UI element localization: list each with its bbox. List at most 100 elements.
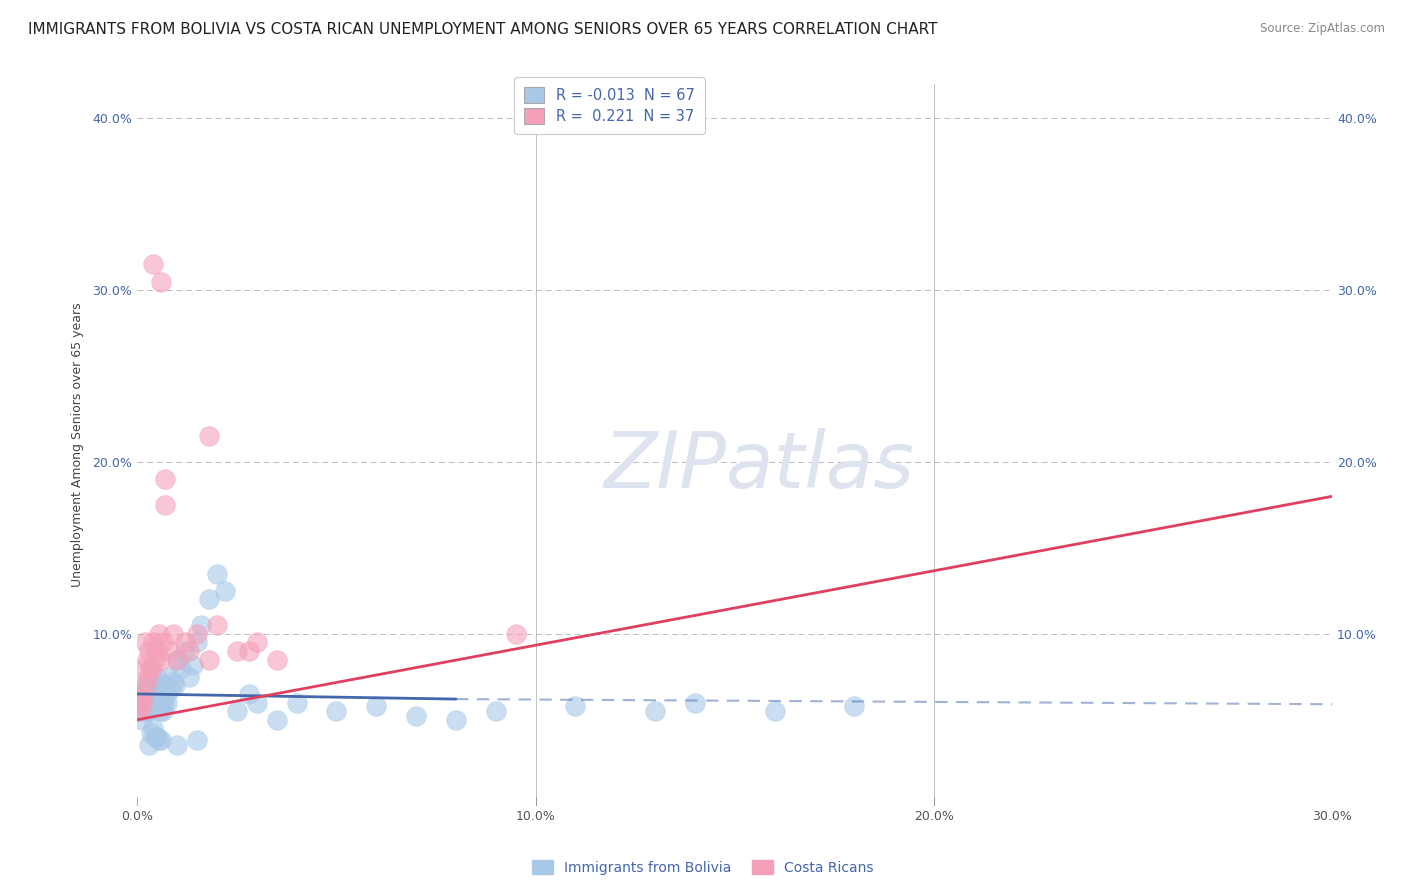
Point xyxy=(844,698,866,713)
Point xyxy=(150,733,173,747)
Point xyxy=(143,730,166,744)
Point xyxy=(186,635,208,649)
Point xyxy=(246,635,269,649)
Point xyxy=(153,498,176,512)
Point xyxy=(150,696,173,710)
Point xyxy=(146,670,169,684)
Point xyxy=(141,661,163,675)
Point xyxy=(149,704,172,718)
Point xyxy=(134,698,156,713)
Point xyxy=(198,652,221,666)
Point xyxy=(166,652,188,666)
Point xyxy=(132,696,155,710)
Point xyxy=(145,687,167,701)
Point xyxy=(325,704,347,718)
Point xyxy=(405,709,427,723)
Point xyxy=(148,733,170,747)
Point xyxy=(166,739,188,753)
Point xyxy=(177,644,200,658)
Point xyxy=(143,696,166,710)
Point xyxy=(246,696,269,710)
Point xyxy=(238,687,260,701)
Point xyxy=(134,635,156,649)
Point xyxy=(505,627,527,641)
Point xyxy=(177,670,200,684)
Point xyxy=(238,644,260,658)
Point xyxy=(186,627,208,641)
Point xyxy=(205,566,228,581)
Point xyxy=(485,704,508,718)
Point xyxy=(138,704,160,718)
Point xyxy=(131,698,153,713)
Point xyxy=(266,652,288,666)
Point xyxy=(198,429,221,443)
Point xyxy=(148,678,170,692)
Y-axis label: Unemployment Among Seniors over 65 years: Unemployment Among Seniors over 65 years xyxy=(72,302,84,587)
Point xyxy=(142,635,165,649)
Point xyxy=(138,644,160,658)
Point xyxy=(146,681,169,696)
Point xyxy=(141,687,163,701)
Point xyxy=(150,275,173,289)
Text: ZIPatlas: ZIPatlas xyxy=(603,428,914,504)
Point xyxy=(186,733,208,747)
Text: Source: ZipAtlas.com: Source: ZipAtlas.com xyxy=(1260,22,1385,36)
Point xyxy=(128,704,150,718)
Point xyxy=(152,704,174,718)
Point xyxy=(156,696,179,710)
Point xyxy=(162,627,184,641)
Point xyxy=(205,618,228,632)
Point xyxy=(143,674,166,689)
Point xyxy=(155,687,177,701)
Point xyxy=(146,644,169,658)
Point xyxy=(138,739,160,753)
Text: IMMIGRANTS FROM BOLIVIA VS COSTA RICAN UNEMPLOYMENT AMONG SENIORS OVER 65 YEARS : IMMIGRANTS FROM BOLIVIA VS COSTA RICAN U… xyxy=(28,22,938,37)
Point xyxy=(214,583,236,598)
Point xyxy=(150,687,173,701)
Point xyxy=(225,704,247,718)
Point xyxy=(444,713,467,727)
Point xyxy=(366,698,388,713)
Point xyxy=(165,678,187,692)
Point xyxy=(136,652,159,666)
Point xyxy=(134,704,156,718)
Point xyxy=(129,704,152,718)
Point xyxy=(141,726,163,740)
Point xyxy=(763,704,786,718)
Point xyxy=(181,657,204,672)
Point xyxy=(266,713,288,727)
Point xyxy=(142,257,165,271)
Point xyxy=(150,652,173,666)
Point xyxy=(142,681,165,696)
Point xyxy=(138,678,160,692)
Point xyxy=(131,713,153,727)
Point xyxy=(170,661,193,675)
Point xyxy=(153,696,176,710)
Point xyxy=(129,696,152,710)
Point xyxy=(129,687,152,701)
Point xyxy=(152,635,174,649)
Legend: R = -0.013  N = 67, R =  0.221  N = 37: R = -0.013 N = 67, R = 0.221 N = 37 xyxy=(513,77,704,134)
Point xyxy=(148,627,170,641)
Point xyxy=(564,698,586,713)
Point xyxy=(135,678,157,692)
Point xyxy=(153,472,176,486)
Point xyxy=(146,730,169,744)
Point xyxy=(644,704,666,718)
Point xyxy=(190,618,212,632)
Point xyxy=(285,696,308,710)
Point xyxy=(153,678,176,692)
Point xyxy=(128,687,150,701)
Point xyxy=(198,592,221,607)
Point xyxy=(139,687,162,701)
Point xyxy=(138,670,160,684)
Point xyxy=(225,644,247,658)
Point xyxy=(134,661,156,675)
Point xyxy=(141,661,163,675)
Point xyxy=(166,652,188,666)
Point xyxy=(143,652,166,666)
Point xyxy=(174,644,197,658)
Point xyxy=(142,721,165,735)
Point xyxy=(135,692,157,706)
Point xyxy=(160,681,183,696)
